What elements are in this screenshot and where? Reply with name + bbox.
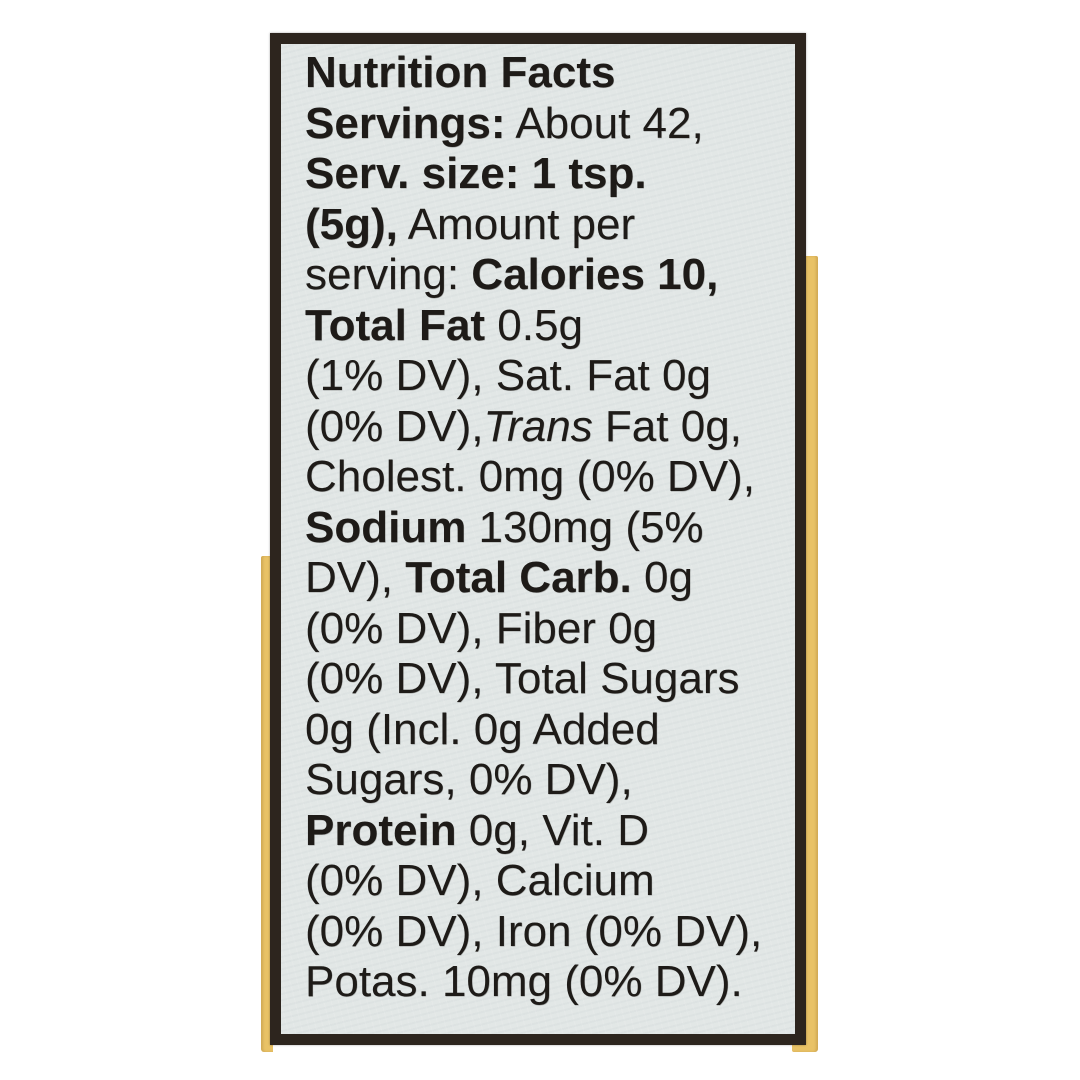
- label-text-segment: (5g),: [305, 199, 398, 249]
- label-line: (1% DV), Sat. Fat 0g: [305, 351, 795, 402]
- label-text-segment: 0.5g: [485, 300, 583, 350]
- label-text-segment: 0g (Incl. 0g Added: [305, 704, 660, 754]
- label-text-segment: (0% DV), Calcium: [305, 856, 655, 905]
- label-text-segment: 0g, Vit. D: [456, 805, 649, 855]
- label-line: Nutrition Facts: [305, 48, 795, 99]
- label-text-segment: Trans: [483, 401, 593, 451]
- label-line: 0g (Incl. 0g Added: [305, 705, 795, 756]
- label-text-segment: Calories 10,: [471, 250, 719, 299]
- nutrition-facts-label: Nutrition Facts Servings: About 42, Serv. …: [270, 33, 806, 1045]
- label-line: Servings: About 42,: [305, 99, 795, 150]
- label-text-segment: Sodium: [305, 502, 467, 552]
- label-text-segment: Potas. 10mg (0% DV).: [305, 957, 743, 1006]
- label-text-segment: Protein: [305, 805, 457, 855]
- label-line: (0% DV),Trans Fat 0g,: [305, 402, 795, 453]
- label-text-segment: DV),: [305, 553, 406, 602]
- label-line: Sugars, 0% DV),: [305, 755, 795, 806]
- label-line: Cholest. 0mg (0% DV),: [305, 452, 795, 503]
- label-text-segment: Sugars, 0% DV),: [305, 755, 633, 804]
- label-text-segment: Serv. size: 1 tsp.: [305, 149, 647, 198]
- label-line: (0% DV), Iron (0% DV),: [305, 907, 795, 958]
- label-text-segment: About 42,: [505, 98, 704, 148]
- label-text-segment: serving:: [305, 250, 472, 299]
- label-line: (5g), Amount per: [305, 200, 795, 251]
- label-text-segment: Cholest. 0mg (0% DV),: [305, 452, 755, 501]
- label-text-segment: (0% DV),: [305, 401, 484, 451]
- label-text-segment: 130mg (5%: [466, 502, 704, 552]
- label-text-segment: Total Carb.: [405, 553, 632, 602]
- label-text-segment: Total Fat: [305, 300, 486, 350]
- label-line: Protein 0g, Vit. D: [305, 806, 795, 857]
- label-line: Serv. size: 1 tsp.: [305, 149, 795, 200]
- label-line: DV), Total Carb. 0g: [305, 553, 795, 604]
- label-line: serving: Calories 10,: [305, 250, 795, 301]
- label-line: Total Fat 0.5g: [305, 301, 795, 352]
- nutrition-facts-text: Nutrition Facts Servings: About 42, Serv. …: [281, 44, 795, 1008]
- label-text-segment: (0% DV), Iron (0% DV),: [305, 906, 763, 956]
- label-line: Potas. 10mg (0% DV).: [305, 957, 795, 1008]
- label-text-segment: Amount per: [397, 199, 636, 249]
- label-text-segment: (0% DV), Fiber 0g: [305, 603, 658, 653]
- label-line: (0% DV), Total Sugars: [305, 654, 795, 705]
- label-line: Sodium 130mg (5%: [305, 503, 795, 554]
- label-text-segment: (0% DV), Total Sugars: [305, 654, 740, 703]
- label-line: (0% DV), Calcium: [305, 856, 795, 907]
- label-text-segment: Fat 0g,: [592, 401, 742, 451]
- label-line: (0% DV), Fiber 0g: [305, 604, 795, 655]
- label-text-segment: Nutrition Facts: [305, 48, 616, 97]
- label-text-segment: (1% DV), Sat. Fat 0g: [305, 351, 711, 400]
- label-text-segment: Servings:: [305, 98, 506, 148]
- label-text-segment: 0g: [631, 553, 693, 602]
